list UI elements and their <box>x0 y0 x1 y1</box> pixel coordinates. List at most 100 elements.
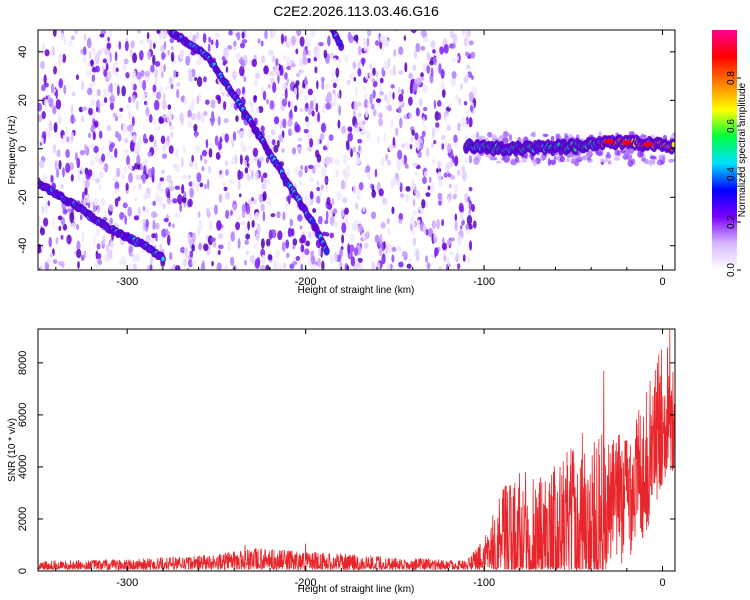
spectrogram-cell <box>299 108 304 113</box>
spectrogram-cell <box>230 156 236 165</box>
spectrogram-cell <box>148 113 153 123</box>
spectrogram-cell <box>403 35 407 41</box>
spectrogram-cell <box>41 110 46 120</box>
spectrogram-cell <box>110 93 114 100</box>
spectrogram-cell <box>315 195 321 204</box>
spectrogram-cell <box>126 155 131 166</box>
spectrogram-cell <box>182 174 187 180</box>
spectrogram-cell <box>179 50 184 60</box>
spectrogram-cell <box>364 92 368 100</box>
spectrogram-cell <box>88 132 92 139</box>
spectrogram-cell <box>278 134 283 143</box>
spectrogram-cell <box>416 219 421 225</box>
spectrogram-cell <box>219 84 223 92</box>
spectrogram-cell <box>374 234 380 244</box>
spectrogram-cell <box>292 245 296 250</box>
spectrogram-cell <box>295 124 301 133</box>
spectrogram-cell <box>105 243 110 253</box>
spectrogram-cell <box>291 35 296 46</box>
spectrogram-cell <box>441 242 447 251</box>
spectrogram-cell <box>260 125 265 133</box>
spectrogram-cell <box>335 67 340 78</box>
spectrogram-cell <box>187 120 192 128</box>
spectrogram-cell <box>376 102 381 108</box>
y-tick-label: 0 <box>17 568 29 574</box>
spectrogram-cell <box>391 206 395 215</box>
spectrogram-cell <box>245 233 251 240</box>
spectrogram-cell <box>357 67 362 77</box>
spectrogram-cell <box>299 225 303 230</box>
spectrogram-cell <box>190 112 197 121</box>
spectrogram-cell <box>198 219 202 227</box>
spectrogram-cell <box>76 169 81 181</box>
spectrogram-cell <box>297 137 303 142</box>
spectrogram-cell <box>73 250 77 255</box>
spectrogram-cell <box>152 118 157 126</box>
spectrogram-cell <box>175 265 181 270</box>
colorbar-tick-label: 0.6 <box>726 119 737 133</box>
spectrogram-cell <box>71 91 76 97</box>
spectrogram-cell <box>305 240 310 247</box>
spectrogram-cell <box>376 135 380 145</box>
spectrogram-cell <box>197 211 201 219</box>
spectrogram-cell <box>458 97 462 106</box>
spectrogram-cell <box>229 178 235 184</box>
spectrogram-cell <box>89 143 95 149</box>
spectrogram-cell <box>441 135 446 140</box>
spectrogram-cell <box>347 243 351 255</box>
spectrogram-cell <box>271 30 277 37</box>
spectrogram-cell <box>349 233 355 243</box>
spectrogram-cell <box>51 45 56 57</box>
spectrogram-cell <box>263 65 269 75</box>
spectrogram-cell <box>199 182 204 188</box>
spectrogram-x-label: Height of straight line (km) <box>298 285 415 296</box>
spectrogram-cell <box>46 258 52 264</box>
spectrogram-cell <box>404 162 409 169</box>
spectrogram-cell <box>331 198 335 206</box>
spectrogram-cell <box>163 41 167 50</box>
spectrogram-cell <box>495 160 502 164</box>
spectrogram-cell <box>324 178 328 183</box>
spectrogram-cell <box>393 48 397 57</box>
spectrogram-cell <box>227 241 232 252</box>
spectrogram-cell <box>372 67 376 76</box>
spectrogram-cell <box>360 121 363 130</box>
spectrogram-cell <box>284 35 287 43</box>
spectrogram-cell <box>152 200 156 207</box>
spectrogram-cell <box>462 254 466 262</box>
spectrogram-cell <box>270 129 276 136</box>
spectrogram-cell <box>103 165 107 172</box>
spectrogram-cell <box>368 71 373 78</box>
spectrogram-cell <box>352 184 357 195</box>
snr-x-label: Height of straight line (km) <box>298 584 415 595</box>
spectrogram-cell <box>239 154 243 166</box>
spectrogram-cell <box>372 89 376 99</box>
spectrogram-cell <box>132 83 137 91</box>
spectrogram-cell <box>43 74 47 85</box>
spectrogram-cell <box>333 57 337 63</box>
spectrogram-cell <box>109 240 115 249</box>
spectrogram-cell <box>267 83 271 89</box>
spectrogram-cell <box>187 258 193 268</box>
spectrogram-cell <box>409 83 414 95</box>
spectrogram-cell <box>216 262 222 270</box>
spectrogram-cell <box>449 31 454 39</box>
spectrogram-cell <box>97 205 100 215</box>
spectrogram-cell <box>169 252 173 261</box>
spectrogram-cell <box>91 201 96 206</box>
spectrogram-cell <box>456 169 461 177</box>
spectrogram-cell <box>114 197 119 208</box>
spectrogram-cell <box>79 214 83 221</box>
spectrogram-cell <box>66 136 70 143</box>
spectrogram-cell <box>307 88 313 96</box>
spectrogram-cell <box>68 40 73 48</box>
spectrogram-cell <box>329 232 335 239</box>
spectrogram-cell <box>260 254 266 265</box>
spectrogram-cell <box>270 77 275 84</box>
spectrogram-cell <box>347 126 353 132</box>
spectrogram-cell <box>84 187 88 196</box>
spectrogram-cell <box>463 101 468 106</box>
spectrogram-cell <box>50 175 54 183</box>
spectrogram-cell <box>41 205 45 214</box>
spectrogram-cell <box>99 33 105 38</box>
